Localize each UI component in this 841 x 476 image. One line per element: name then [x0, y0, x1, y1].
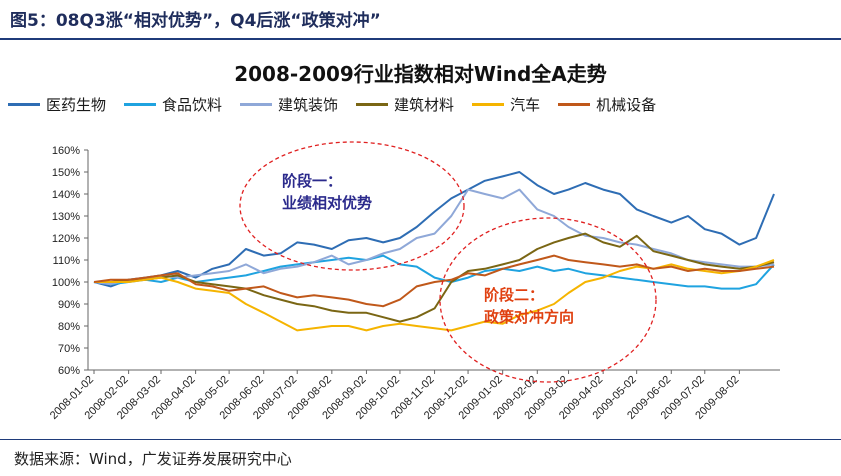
legend-label-2: 建筑装饰	[278, 96, 339, 114]
phase-two-ellipse	[439, 217, 657, 383]
legend-swatch-2	[240, 103, 273, 106]
legend-item: 汽车	[472, 94, 540, 115]
legend-swatch-3	[356, 103, 389, 106]
legend-item: 食品饮料	[124, 94, 222, 115]
y-tick-label: 110%	[53, 255, 81, 267]
y-tick-label: 130%	[52, 211, 80, 223]
legend-item: 建筑装饰	[240, 94, 338, 115]
y-tick-label: 140%	[52, 189, 80, 201]
series-line-3	[94, 232, 775, 323]
legend-swatch-0	[8, 103, 40, 106]
y-tick-label: 60%	[58, 365, 80, 377]
legend-swatch-5	[558, 103, 591, 106]
legend-label-5: 机械设备	[596, 96, 657, 114]
legend: 医药生物 食品饮料 建筑装饰 建筑材料 汽车 机械设备	[8, 94, 838, 115]
chart-title: 2008-2009行业指数相对Wind全A走势	[234, 62, 607, 86]
y-tick-label: 100%	[52, 277, 80, 289]
series-line-5	[93, 254, 775, 308]
legend-item: 医药生物	[8, 94, 106, 115]
legend-item: 机械设备	[558, 94, 656, 115]
legend-label-1: 食品饮料	[162, 96, 223, 114]
source-note: 数据来源：Wind，广发证券发展研究中心	[14, 450, 292, 468]
annotation-text: 业绩相对优势	[282, 194, 372, 212]
phase-one-ellipse	[239, 141, 465, 271]
annotation-text: 阶段一：	[282, 172, 342, 190]
y-tick-label: 160%	[52, 145, 80, 157]
y-tick-label: 70%	[58, 343, 80, 355]
legend-swatch-4	[472, 103, 505, 106]
legend-item: 建筑材料	[356, 94, 454, 115]
y-tick-label: 90%	[58, 299, 80, 311]
legend-swatch-1	[124, 103, 157, 106]
series-line-0	[93, 171, 775, 288]
series-line-1	[93, 254, 775, 290]
legend-label-3: 建筑材料	[394, 96, 455, 114]
annotation-text: 政策对冲方向	[484, 308, 574, 326]
figure-title: 图5：08Q3涨“相对优势”，Q4后涨“政策对冲”	[10, 11, 381, 31]
legend-label-0: 医药生物	[46, 96, 107, 114]
y-tick-label: 80%	[58, 321, 80, 333]
bottom-divider	[0, 439, 841, 440]
line-chart: 60% 70% 80% 90% 100% 110% 120% 130% 140% 150% 160%…	[48, 141, 780, 422]
y-tick-label: 120%	[52, 233, 80, 245]
annotation-text: 阶段二：	[484, 286, 544, 304]
top-divider	[0, 38, 841, 40]
series-line-2	[93, 188, 775, 286]
legend-label-4: 汽车	[510, 96, 541, 114]
y-tick-label: 150%	[52, 167, 80, 179]
series-line-4	[94, 259, 775, 332]
